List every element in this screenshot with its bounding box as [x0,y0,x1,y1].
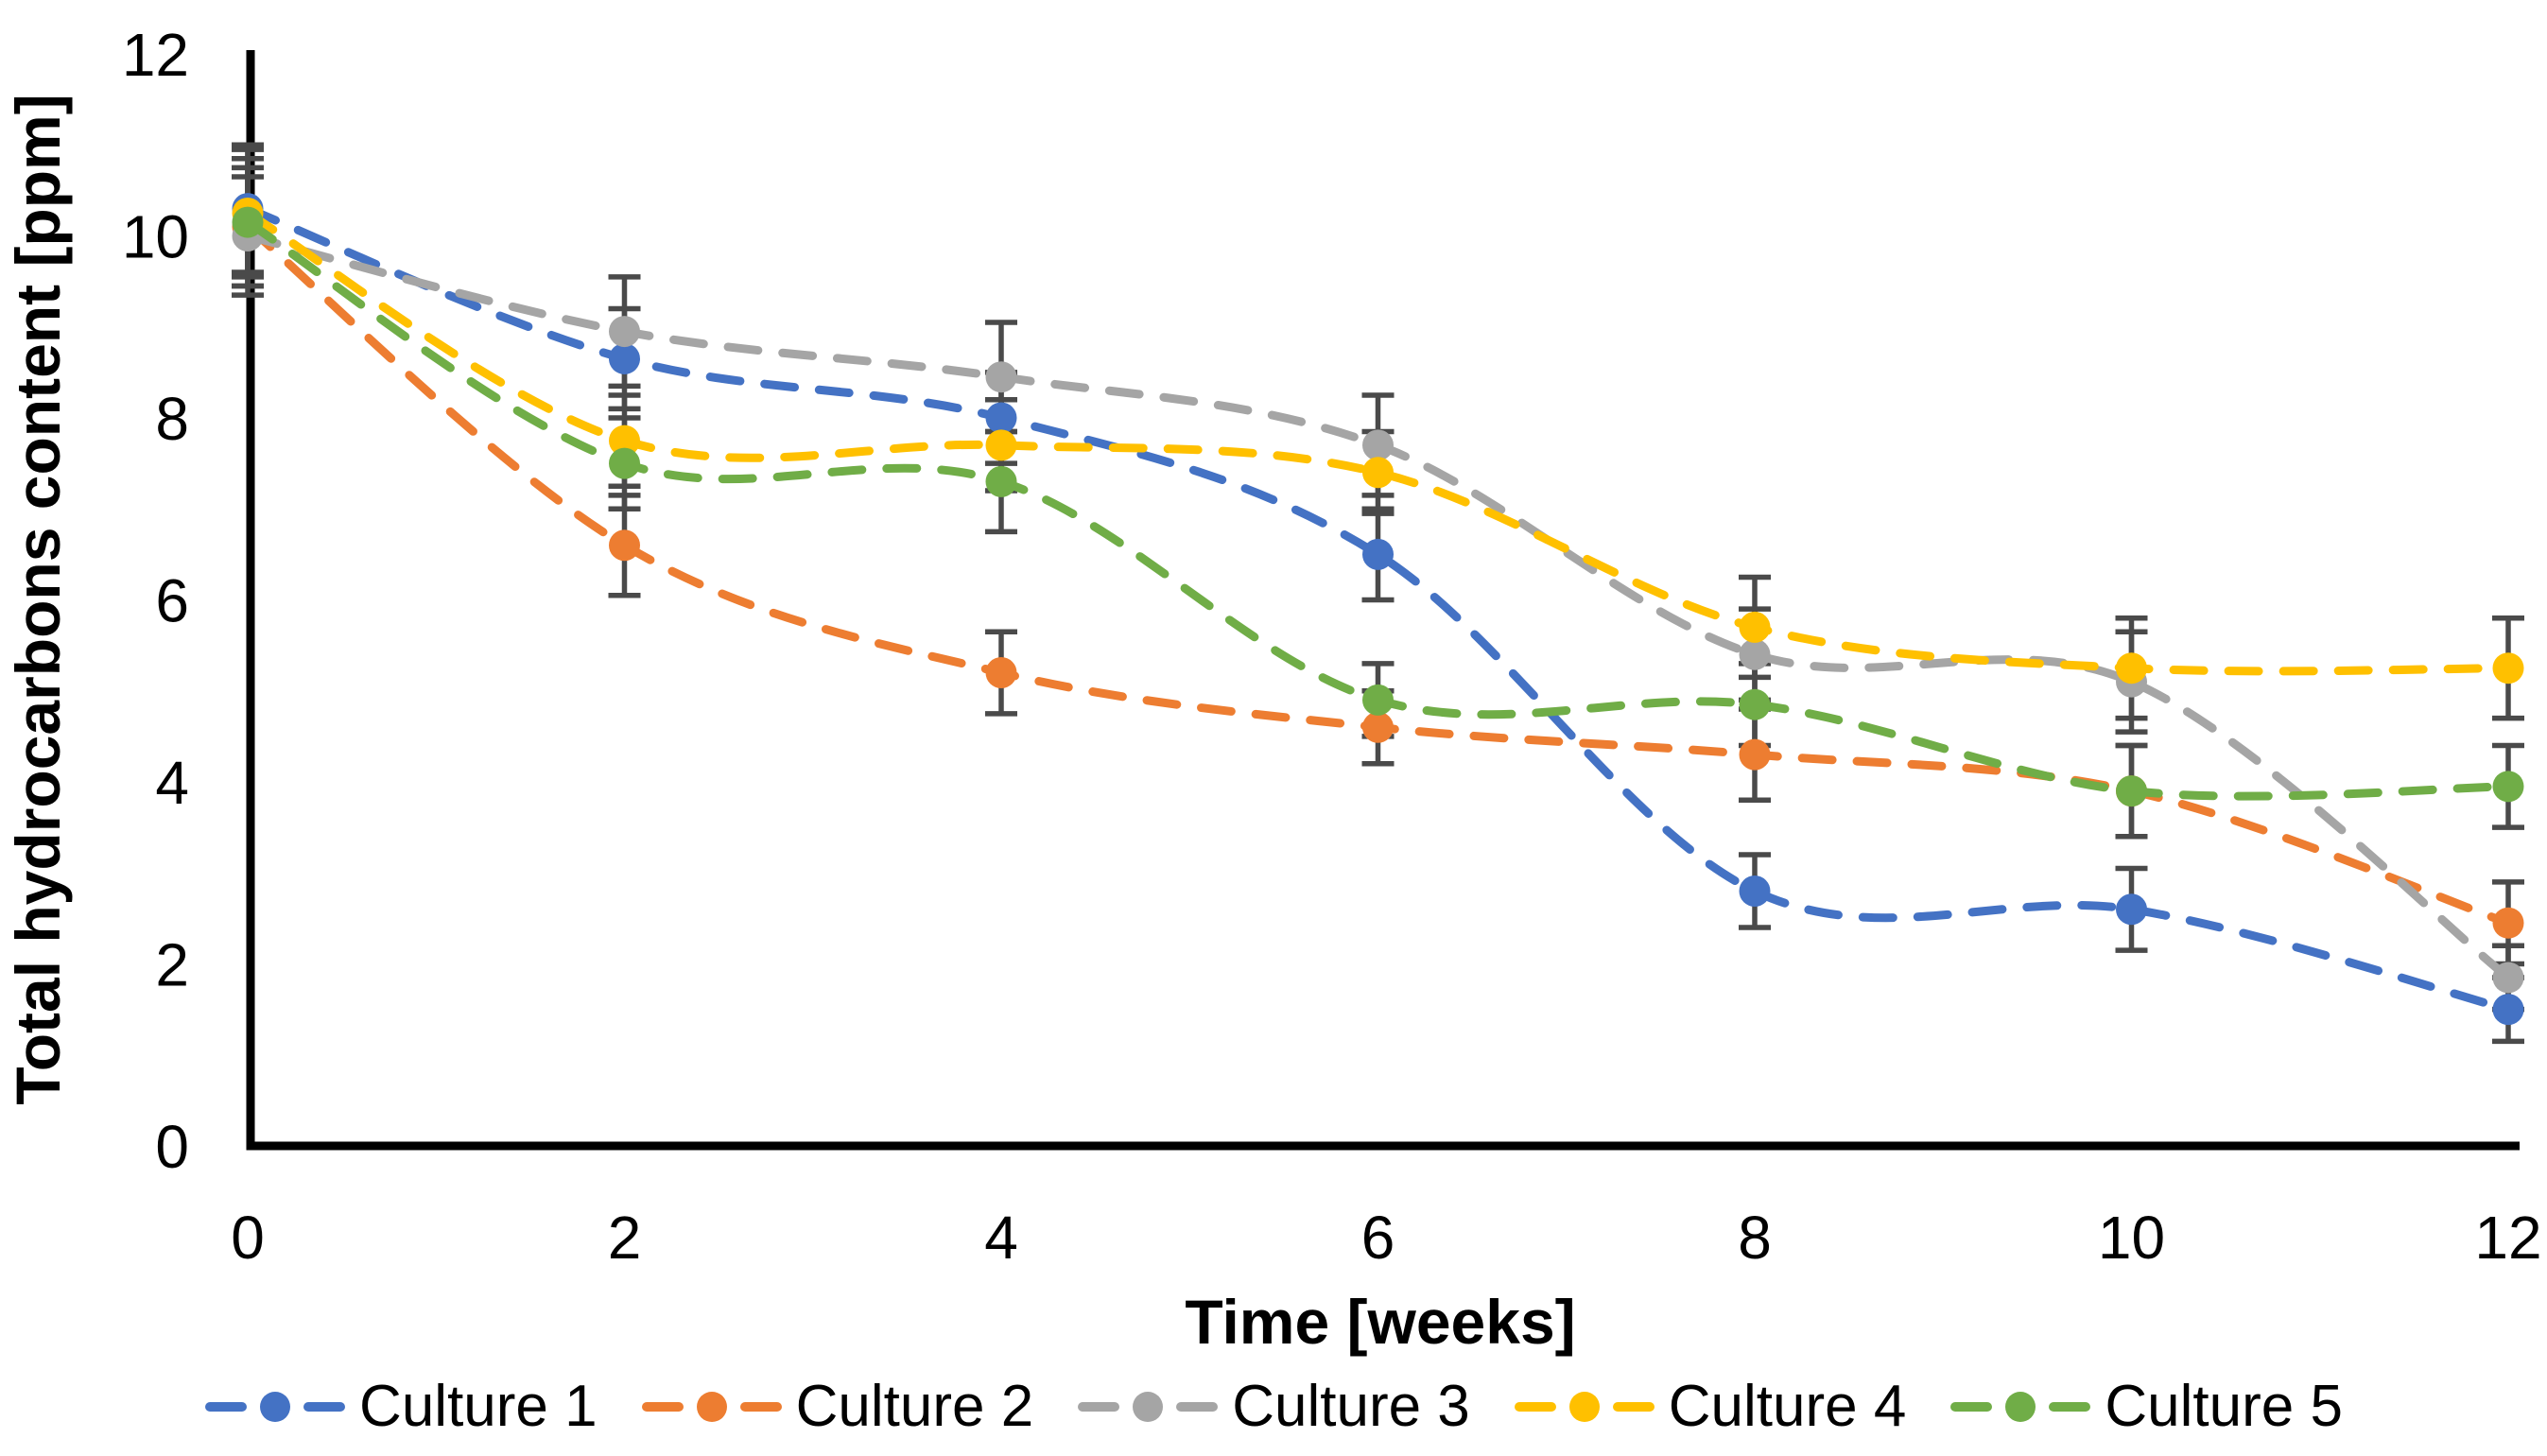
data-point-marker-culture-2 [1739,738,1771,771]
x-tick-label: 6 [1361,1204,1395,1272]
error-bars [232,142,2524,1045]
data-point-marker-culture-3 [1739,638,1771,670]
x-tick-label: 0 [231,1204,265,1272]
y-tick-label: 10 [122,203,189,271]
data-point-marker-culture-5 [1362,684,1394,716]
data-point-marker-culture-5 [232,206,264,238]
x-tick-label: 2 [608,1204,642,1272]
x-tick-label: 4 [984,1204,1018,1272]
y-tick-label: 12 [122,21,189,89]
data-point-marker-culture-4 [2492,652,2524,685]
data-point-marker-culture-4 [1739,611,1771,643]
data-point-marker-culture-1 [609,342,640,374]
data-point-marker-culture-2 [985,657,1017,688]
legend-label: Culture 1 [359,1374,598,1439]
legend-item-culture-2: Culture 2 [641,1373,1034,1440]
data-point-marker-culture-1 [2492,994,2524,1026]
y-tick-label: 2 [155,931,189,999]
x-tick-label: 8 [1738,1204,1772,1272]
tick-labels: 0 2 4 6 8 10 12 0 2 4 6 8 10 12 [122,21,2542,1272]
series-line-culture-3 [243,232,2513,982]
data-point-marker-culture-3 [609,316,640,348]
data-point-marker-culture-5 [609,447,640,479]
data-point-marker-culture-4 [985,429,1017,461]
legend-swatch-icon [1078,1391,1219,1422]
data-point-marker-culture-5 [1739,688,1771,720]
data-point-marker-culture-3 [985,361,1017,393]
legend-item-culture-3: Culture 3 [1077,1373,1470,1440]
data-point-marker-culture-1 [1362,538,1394,570]
data-point-marker-culture-4 [609,425,640,457]
legend-label: Culture 2 [795,1374,1034,1439]
data-point-marker-culture-5 [2492,771,2524,803]
data-point-marker-culture-2 [609,529,640,562]
legend-label: Culture 4 [1668,1374,1907,1439]
data-point-marker-culture-2 [1362,711,1394,743]
legend-item-culture-1: Culture 1 [204,1373,598,1440]
data-point-marker-culture-3 [2492,962,2524,994]
data-point-marker-culture-5 [2116,775,2147,807]
data-point-marker-culture-1 [985,402,1017,434]
y-tick-label: 6 [155,567,189,635]
x-axis-title: Time [weeks] [1185,1287,1576,1357]
series-group [232,193,2524,1026]
legend-item-culture-4: Culture 4 [1514,1373,1907,1440]
data-point-marker-culture-1 [2116,893,2147,926]
legend-item-culture-5: Culture 5 [1949,1373,2343,1440]
x-tick-label: 12 [2474,1204,2541,1272]
legend: Culture 1 Culture 2 Culture 3 Culture 4 … [0,1373,2547,1440]
y-tick-label: 4 [155,749,189,817]
legend-label: Culture 5 [2105,1374,2343,1439]
y-axis-title: Total hydrocarbons content [ppm] [3,94,73,1105]
series-line-culture-1 [243,204,2513,1014]
legend-swatch-icon [1514,1391,1655,1422]
data-point-marker-culture-1 [1739,875,1771,907]
legend-swatch-icon [205,1391,346,1422]
data-point-marker-culture-4 [2116,652,2147,685]
data-point-marker-culture-2 [2492,907,2524,939]
legend-label: Culture 3 [1232,1374,1470,1439]
data-point-marker-culture-5 [985,465,1017,497]
y-tick-label: 0 [155,1113,189,1181]
y-tick-label: 8 [155,385,189,453]
x-tick-label: 10 [2098,1204,2165,1272]
data-point-marker-culture-4 [1362,457,1394,489]
legend-swatch-icon [641,1391,782,1422]
data-point-marker-culture-3 [1362,429,1394,461]
legend-swatch-icon [1950,1391,2091,1422]
